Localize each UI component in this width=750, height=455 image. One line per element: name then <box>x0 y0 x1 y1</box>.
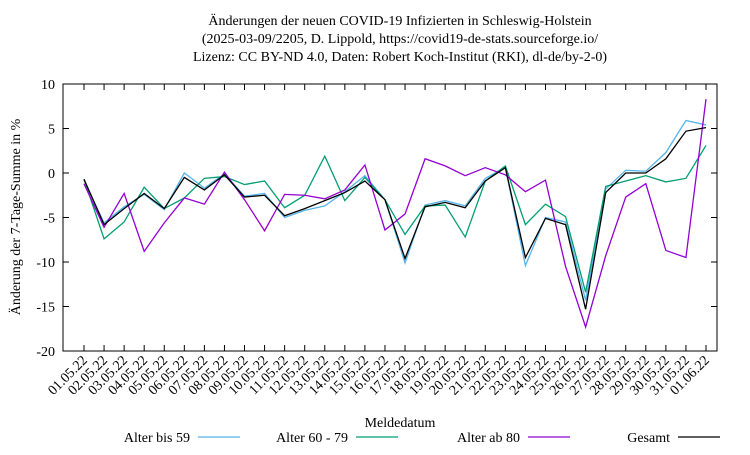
y-tick-label: -5 <box>43 212 55 227</box>
y-tick-label: -10 <box>36 256 55 271</box>
series-line <box>83 145 707 293</box>
legend-label: Alter 60 - 79 <box>276 431 348 446</box>
x-axis-label: Meldedatum <box>365 416 436 431</box>
legend-label: Alter bis 59 <box>124 431 190 446</box>
chart-title: Änderungen der neuen COVID-19 Infizierte… <box>208 12 591 29</box>
legend-label: Alter ab 80 <box>457 431 520 446</box>
y-tick-label: -20 <box>36 345 55 360</box>
y-tick-label: -15 <box>36 301 55 316</box>
y-tick-label: 5 <box>48 123 55 138</box>
legend-label: Gesamt <box>627 431 670 446</box>
series-line <box>83 119 707 301</box>
chart-title: Lizenz: CC BY-ND 4.0, Daten: Robert Koch… <box>193 50 607 65</box>
series-line <box>83 99 707 330</box>
series-line <box>83 126 707 310</box>
y-tick-label: 0 <box>48 167 55 182</box>
chart-title: (2025-03-09/2205, D. Lippold, https://co… <box>202 32 598 47</box>
y-tick-label: 10 <box>41 78 55 93</box>
y-axis-label: Änderung der 7-Tage-Summe in % <box>7 118 24 315</box>
